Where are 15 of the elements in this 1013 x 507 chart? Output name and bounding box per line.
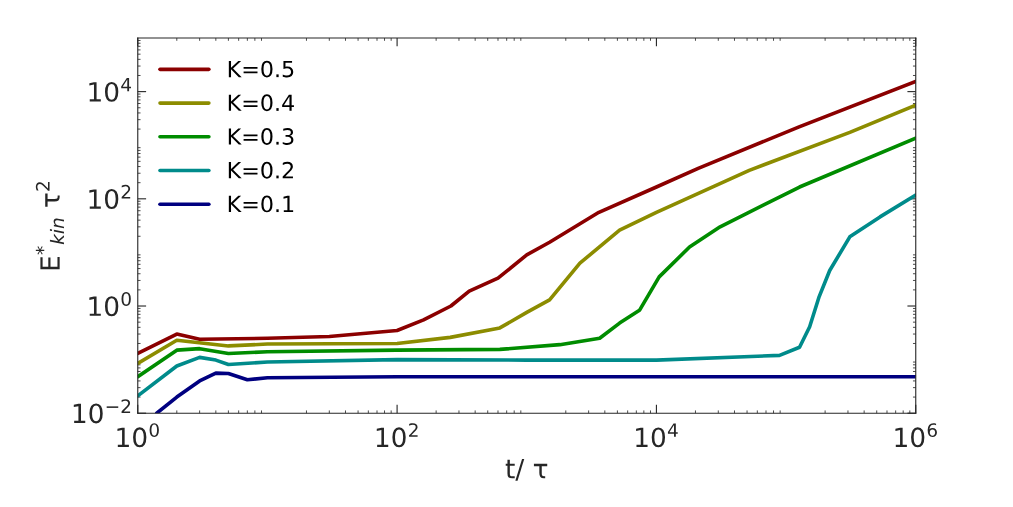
y-tick-label: 10$^{0}$ bbox=[89, 292, 131, 317]
x-tick-label: 10$^{0}$ bbox=[117, 423, 159, 448]
legend-label: K=0.5 bbox=[228, 60, 294, 78]
y-tick-label: 10$^{2}$ bbox=[89, 184, 131, 210]
legend-label: K=0.2 bbox=[228, 161, 293, 179]
legend-label: K=0.3 bbox=[228, 128, 294, 145]
legend-label: K=0.4 bbox=[228, 94, 294, 112]
x-tick-label: 10$^{4}$ bbox=[636, 423, 678, 448]
x-axis-title: t/ τ bbox=[505, 459, 548, 481]
x-tick-label: 10$^{6}$ bbox=[895, 423, 937, 448]
y-axis-title: E$^{*}$$_{kin}$ τ$^{2}$ bbox=[35, 182, 64, 270]
x-tick-label: 10$^{2}$ bbox=[376, 423, 418, 448]
y-tick-label: 10$^{4}$ bbox=[89, 77, 132, 102]
y-tick-label: 10$^{−2}$ bbox=[73, 399, 131, 424]
legend-label: K=0.1 bbox=[228, 195, 294, 213]
